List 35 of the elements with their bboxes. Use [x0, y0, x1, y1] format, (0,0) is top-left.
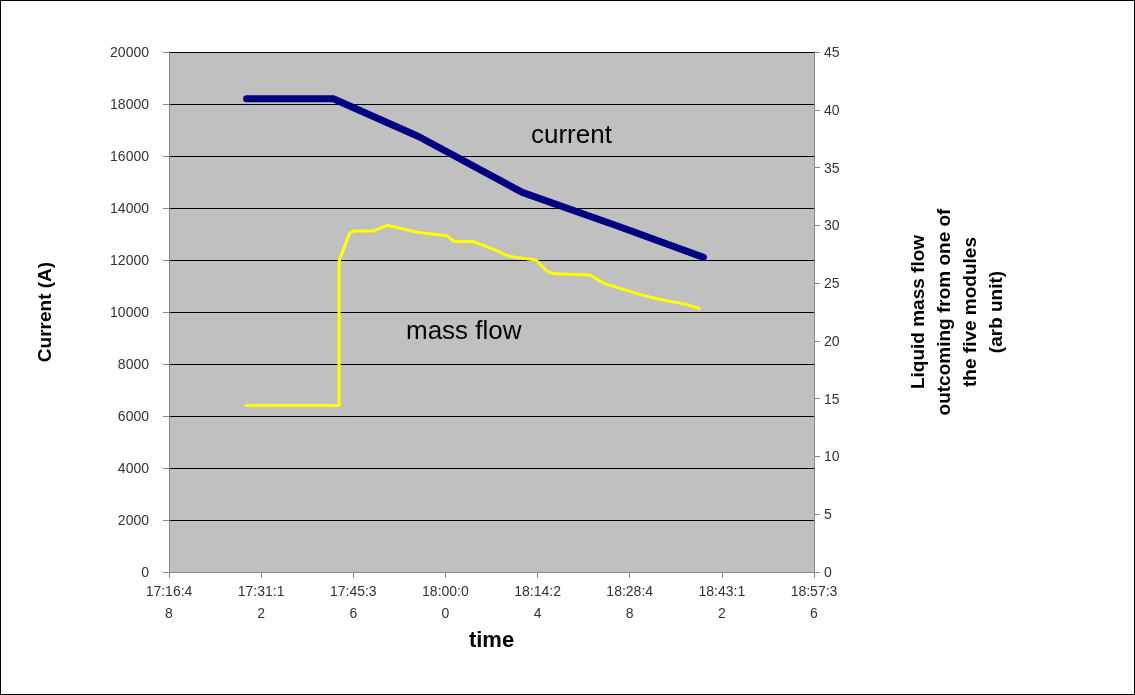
y2-tick-label: 20: [824, 332, 840, 349]
y-tick-label: 6000: [117, 408, 150, 424]
y-tick-label: 14000: [110, 200, 150, 216]
x-tick-label: 17:45:36: [329, 583, 377, 621]
y-tick-label: 8000: [117, 356, 150, 372]
line-series: [244, 223, 701, 408]
y-tick-label: 2000: [117, 512, 150, 528]
x-tick-label: 18:00:00: [422, 583, 469, 621]
x-tick-label: 18:28:48: [606, 583, 654, 621]
y-tick-label: 12000: [110, 252, 150, 268]
y-tick-label: 4000: [117, 460, 150, 476]
y-tick-label: 20000: [110, 44, 150, 60]
y2-tick-label: 5: [824, 506, 832, 523]
y2-tick-label: 25: [824, 275, 840, 292]
y2-axis-title: Liquid mass flow outcoming from one of the five modules (arb unit): [906, 207, 1006, 416]
y2-tick-label: 15: [824, 390, 840, 407]
y-tick-label: 16000: [110, 148, 150, 164]
x-tick-label: 17:16:48: [145, 583, 193, 621]
x-tick-label: 18:57:36: [790, 583, 838, 621]
y-axis-title: Current (A): [34, 261, 55, 363]
x-tick-label: 17:31:12: [237, 583, 285, 621]
y2-tick-label: 40: [824, 101, 840, 118]
y-tick-label: 0: [141, 564, 150, 580]
y2-tick-label: 10: [824, 448, 840, 465]
series-label: mass flow: [406, 315, 522, 345]
x-axis-title: time: [468, 627, 515, 653]
y2-tick-label: 30: [824, 217, 840, 234]
y2-tick-label: 45: [824, 44, 840, 60]
y2-tick-label: 35: [824, 159, 840, 176]
y-tick-label: 18000: [110, 96, 150, 112]
series-label: current: [531, 119, 613, 149]
x-tick-label: 18:43:12: [698, 583, 746, 621]
x-tick-label: 18:14:24: [514, 583, 562, 621]
y-tick-label: 10000: [110, 304, 150, 320]
y2-tick-label: 0: [824, 564, 832, 580]
